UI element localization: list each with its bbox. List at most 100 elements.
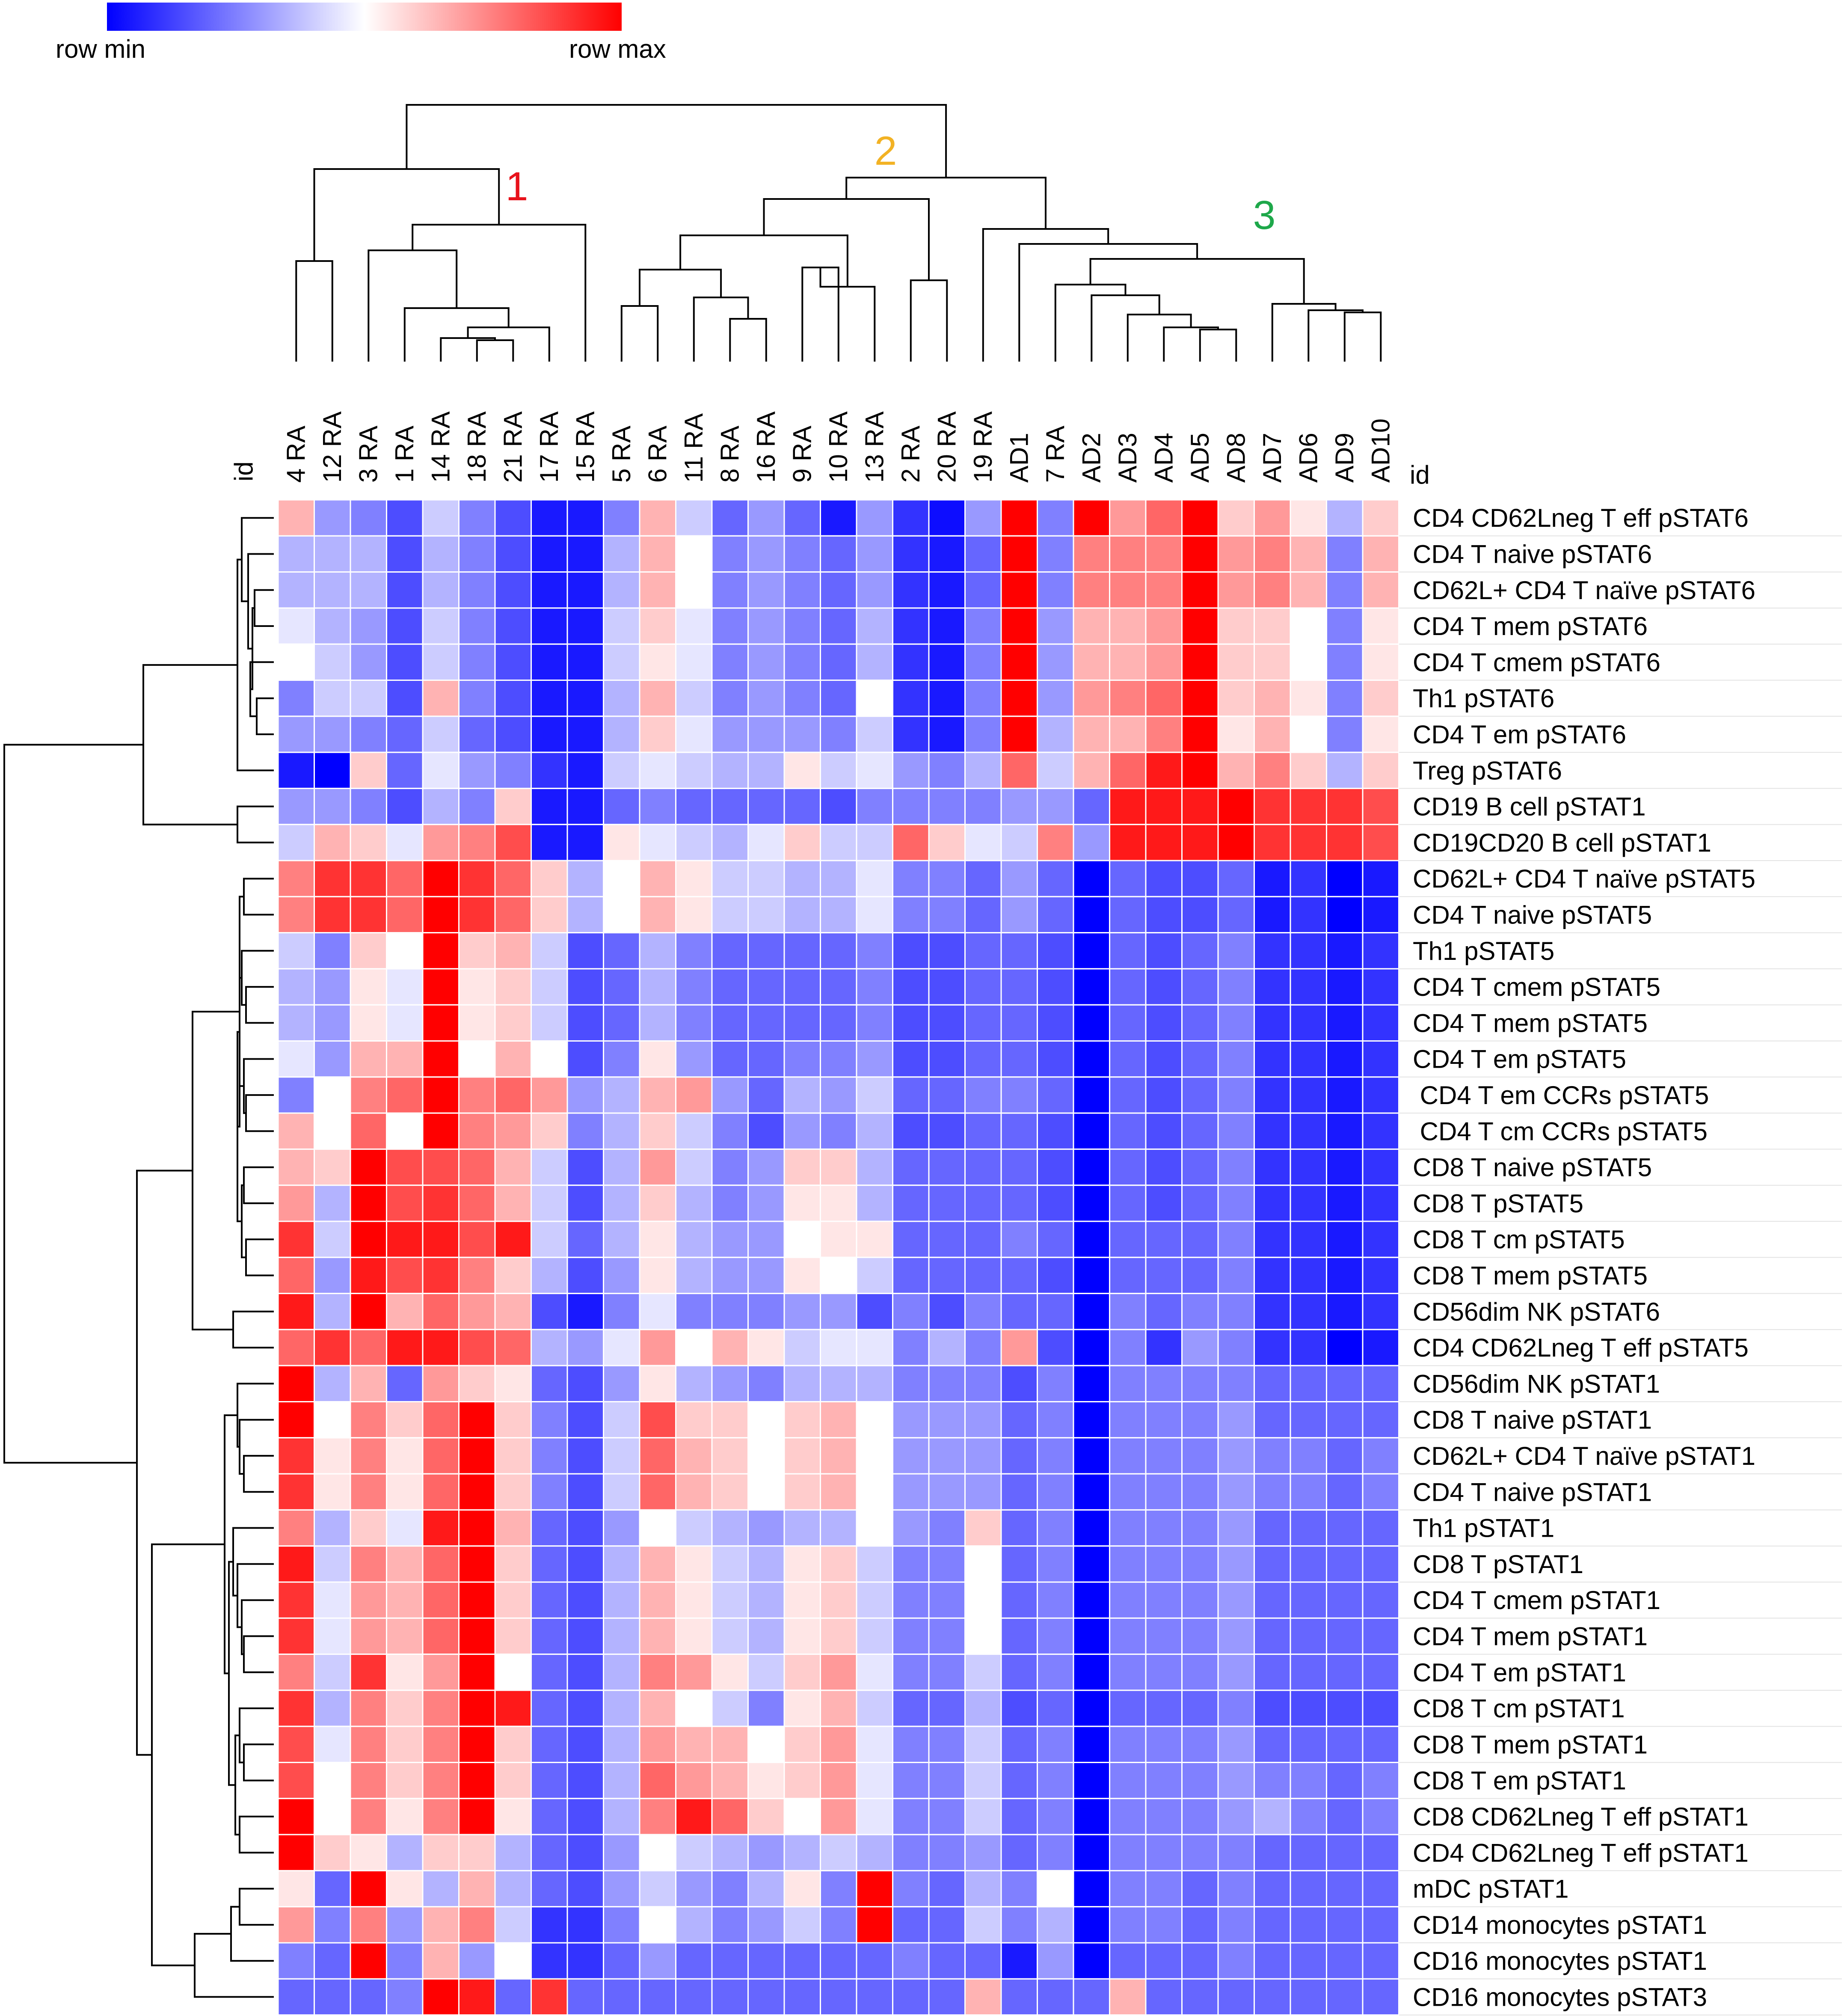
heatmap-cell	[711, 1220, 749, 1258]
heatmap-cell	[1254, 1076, 1291, 1114]
heatmap-cell	[1254, 1040, 1291, 1078]
heatmap-cell	[1181, 1762, 1219, 1799]
heatmap-cell	[350, 1473, 387, 1511]
heatmap-cell	[458, 1689, 496, 1727]
heatmap-cell	[386, 968, 424, 1006]
heatmap-cell	[603, 824, 640, 861]
heatmap-cell	[350, 680, 387, 717]
heatmap-cell	[856, 1365, 893, 1402]
heatmap-cell	[783, 571, 821, 609]
heatmap-cell	[350, 1581, 387, 1619]
heatmap-cell	[277, 1581, 315, 1619]
heatmap-cell	[314, 680, 351, 717]
heatmap-cell	[1290, 680, 1327, 717]
heatmap-cell	[422, 1725, 460, 1763]
column-dendrogram-branch	[620, 305, 659, 362]
heatmap-cell	[820, 1401, 857, 1439]
row-label: CD8 T em pSTAT1	[1413, 1767, 1626, 1795]
row-label: CD62L+ CD4 T naïve pSTAT5	[1413, 864, 1755, 893]
column-dendrogram-branch	[1343, 312, 1382, 362]
heatmap-cell	[1290, 571, 1327, 609]
heatmap-cell	[711, 1978, 749, 2016]
heatmap-cell	[1290, 1040, 1327, 1078]
heatmap-cell	[1362, 1617, 1399, 1655]
heatmap-cell	[277, 1942, 315, 1980]
heatmap-cell	[820, 1112, 857, 1150]
row-label: CD4 T cmem pSTAT1	[1413, 1586, 1660, 1615]
heatmap-cell	[1000, 1654, 1038, 1691]
column-label: 2 RA	[896, 426, 925, 483]
heatmap-cell	[458, 571, 496, 609]
heatmap-cell	[603, 1798, 640, 1835]
heatmap-cell	[458, 896, 496, 934]
heatmap-cell	[675, 1545, 713, 1583]
heatmap-cell	[892, 1473, 930, 1511]
row-dendrogram-branch	[234, 1734, 240, 1836]
heatmap-cell	[494, 1545, 532, 1583]
heatmap-cell	[1073, 1076, 1110, 1114]
heatmap-cell	[892, 1942, 930, 1980]
heatmap-cell	[422, 932, 460, 970]
heatmap-cell	[458, 1762, 496, 1799]
heatmap-cell	[892, 932, 930, 970]
heatmap-cell	[892, 1293, 930, 1330]
heatmap-cell	[675, 1040, 713, 1078]
heatmap-cell	[928, 1112, 966, 1150]
heatmap-cell	[1326, 716, 1364, 753]
heatmap-cell	[1109, 1545, 1147, 1583]
row-label: CD8 T mem pSTAT5	[1413, 1261, 1648, 1290]
heatmap-cell	[386, 1293, 424, 1330]
heatmap-cell	[1037, 1834, 1074, 1871]
heatmap-cell	[675, 680, 713, 717]
heatmap-cell	[531, 1654, 568, 1691]
heatmap-cell	[350, 607, 387, 645]
row-dendrogram-branch	[243, 1743, 274, 1781]
heatmap-cell	[566, 1545, 604, 1583]
heatmap-cell	[314, 1040, 351, 1078]
heatmap-cell	[531, 1725, 568, 1763]
heatmap-cell	[1290, 1545, 1327, 1583]
heatmap-cell	[892, 860, 930, 897]
heatmap-cells	[277, 499, 1399, 2016]
heatmap-cell	[1145, 1076, 1183, 1114]
heatmap-cell	[458, 1220, 496, 1258]
heatmap-cell	[350, 751, 387, 789]
heatmap-cell	[531, 499, 568, 537]
heatmap-cell	[1217, 1365, 1255, 1402]
heatmap-cell	[1326, 860, 1364, 897]
heatmap-cell	[675, 787, 713, 825]
heatmap-cell	[856, 1978, 893, 2016]
row-dendrogram	[3, 517, 274, 1998]
heatmap-cell	[1000, 1256, 1038, 1295]
heatmap-cell	[422, 1040, 460, 1078]
heatmap-cell	[1037, 571, 1074, 609]
heatmap-cell	[1217, 680, 1255, 717]
heatmap-cell	[531, 1942, 568, 1980]
heatmap-cell	[494, 1617, 532, 1655]
heatmap-cell	[639, 607, 676, 645]
column-dendrogram-branch	[440, 337, 496, 362]
heatmap-cell	[1217, 968, 1255, 1006]
heatmap-cell	[277, 1185, 315, 1222]
heatmap-cell	[711, 1654, 749, 1691]
heatmap-cell	[566, 1942, 604, 1980]
heatmap-cell	[964, 1906, 1002, 1944]
heatmap-cell	[1362, 1798, 1399, 1835]
heatmap-cell	[386, 1365, 424, 1402]
column-dendrogram-branch	[1199, 329, 1237, 362]
heatmap-cell	[892, 1437, 930, 1475]
heatmap-cell	[1109, 1220, 1147, 1258]
row-dendrogram-branch	[239, 1419, 274, 1475]
heatmap-cell	[820, 1798, 857, 1835]
row-label: CD4 T em CCRs pSTAT5	[1413, 1081, 1709, 1110]
heatmap-cell	[1109, 1437, 1147, 1475]
heatmap-cell	[1254, 787, 1291, 825]
heatmap-cell	[1217, 643, 1255, 681]
heatmap-cell	[1073, 1473, 1110, 1511]
column-label: 10 RA	[824, 411, 853, 483]
row-label: CD4 T em pSTAT1	[1413, 1658, 1626, 1687]
heatmap-cell	[1109, 1293, 1147, 1330]
heatmap-cell	[964, 1509, 1002, 1547]
heatmap-cell	[314, 1762, 351, 1799]
cluster-label-1: 1	[506, 164, 528, 209]
